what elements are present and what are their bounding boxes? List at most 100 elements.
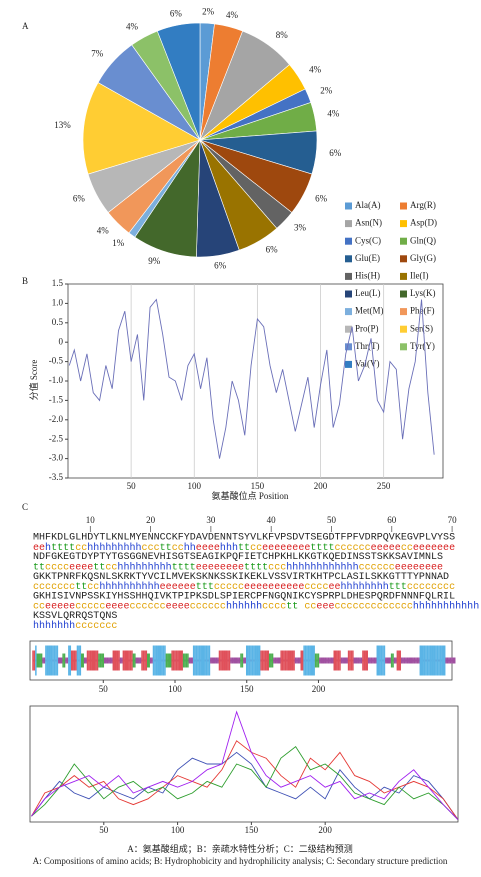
structure-char: e <box>208 542 214 553</box>
legend-swatch <box>345 308 352 316</box>
structure-segment <box>142 650 145 671</box>
slice-label: 4% <box>309 64 322 74</box>
structure-char: t <box>256 562 262 573</box>
structure-char: h <box>184 541 190 553</box>
structure-segment <box>403 657 406 664</box>
structure-char: h <box>322 561 328 573</box>
structure-char: c <box>365 601 371 612</box>
structure-segment <box>349 650 351 671</box>
structure-char: h <box>377 581 383 593</box>
structure-segment <box>309 645 311 676</box>
structure-char: c <box>377 562 383 573</box>
structure-segment <box>88 650 90 671</box>
structure-segment <box>126 650 129 671</box>
structure-char: e <box>123 601 129 612</box>
structure-char: h <box>365 581 371 593</box>
x-tick-label: 150 <box>240 684 254 694</box>
structure-char: c <box>172 542 178 553</box>
structure-segment <box>155 645 158 676</box>
structure-segment <box>81 653 83 668</box>
legend-label: Ala(A) <box>355 200 381 210</box>
structure-segment <box>121 657 123 664</box>
structure-char: c <box>148 601 154 612</box>
structure-char: c <box>395 601 401 612</box>
structure-char: h <box>39 620 45 632</box>
structure-segment <box>95 650 97 671</box>
structure-char: t <box>395 582 401 593</box>
structure-char: c <box>51 562 57 573</box>
structure-segment <box>171 650 173 671</box>
structure-char: h <box>190 541 196 553</box>
legend-label: His(H) <box>355 270 380 280</box>
structure-segment <box>446 657 449 664</box>
structure-char: h <box>87 541 93 553</box>
structure-segment <box>223 650 225 671</box>
structure-segment <box>204 645 206 676</box>
structure-char: e <box>202 542 208 553</box>
structure-char: c <box>148 542 154 553</box>
structure-char: e <box>395 542 401 553</box>
y-tick-label: 1.5 <box>52 278 64 288</box>
structure-segment <box>145 650 148 671</box>
structure-segment <box>337 650 340 671</box>
structure-segment <box>260 650 262 671</box>
structure-char: c <box>268 601 274 612</box>
structure-char: h <box>142 561 148 573</box>
x-tick-label: 100 <box>168 684 182 694</box>
structure-segment <box>254 645 257 676</box>
structure-char: h <box>353 561 359 573</box>
structure-char: t <box>196 582 202 593</box>
structure-segment <box>124 650 126 671</box>
structure-segment <box>55 645 57 676</box>
structure-char: e <box>33 542 39 553</box>
structure-char: c <box>220 582 226 593</box>
x-tick-label: 200 <box>312 684 326 694</box>
structure-char: h <box>51 620 57 632</box>
structure-char: c <box>87 601 93 612</box>
structure-char: c <box>220 601 226 612</box>
structure-char: t <box>389 582 395 593</box>
structure-segment <box>116 650 119 671</box>
structure-segment <box>60 657 63 664</box>
structure-segment <box>122 650 125 671</box>
structure-segment <box>332 657 334 664</box>
structure-char: c <box>87 621 93 632</box>
structure-segment <box>428 645 430 676</box>
structure-segment <box>379 645 381 676</box>
structure-char: c <box>154 601 160 612</box>
structure-segment <box>256 645 258 676</box>
structure-char: e <box>238 562 244 573</box>
structure-char: h <box>328 561 334 573</box>
structure-char: t <box>51 542 57 553</box>
slice-label: 4% <box>327 108 340 118</box>
structure-segment <box>344 657 347 664</box>
structure-segment <box>136 657 139 664</box>
structure-segment <box>395 657 397 664</box>
structure-char: c <box>407 582 413 593</box>
structure-segment <box>98 653 100 668</box>
structure-char: h <box>226 541 232 553</box>
structure-segment <box>59 657 62 664</box>
structure-char: c <box>99 601 105 612</box>
structure-char: e <box>328 601 334 612</box>
structure-char: c <box>214 582 220 593</box>
structure-char: t <box>262 562 268 573</box>
legend-swatch <box>345 202 352 210</box>
slice-label: 3% <box>294 222 307 232</box>
structure-char: c <box>45 582 51 593</box>
structure-segment <box>191 657 193 664</box>
structure-segment <box>96 650 99 671</box>
structure-char: c <box>274 601 280 612</box>
structure-segment <box>40 653 43 668</box>
structure-segment <box>72 650 74 671</box>
structure-char: e <box>286 582 292 593</box>
ruler-number: 20 <box>146 515 156 525</box>
structure-char: c <box>33 582 39 593</box>
slice-label: 6% <box>73 193 86 203</box>
legend-swatch <box>400 237 407 245</box>
structure-char: c <box>57 582 63 593</box>
legend-label: Leu(L) <box>355 288 380 298</box>
structure-char: e <box>184 582 190 593</box>
structure-char: h <box>304 561 310 573</box>
structure-char: h <box>461 600 467 612</box>
